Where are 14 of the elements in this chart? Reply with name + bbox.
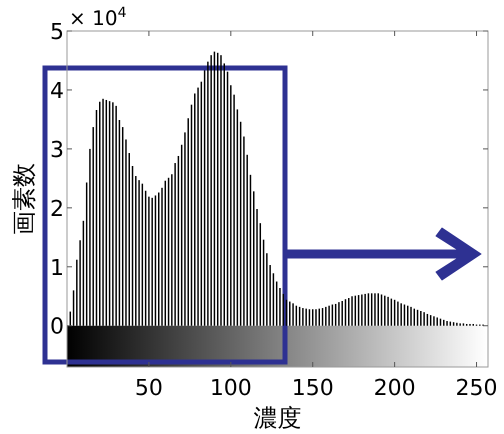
x-tick-label: 100: [210, 376, 252, 401]
y-tick-label: 3: [50, 138, 64, 163]
y-tick-label: 0: [50, 314, 64, 340]
x-tick-label: 250: [456, 376, 498, 401]
x-axis-title: 濃度: [254, 404, 302, 432]
text: × 10$^{4}$: [69, 5, 127, 30]
y-axis-title: 画素数: [10, 163, 38, 235]
y-tick-label: 2: [50, 196, 64, 222]
y-tick-label: 5: [50, 20, 64, 45]
x-tick-label: 200: [374, 376, 416, 401]
y-tick-label: 4: [50, 78, 64, 104]
x-tick-label: 50: [134, 376, 163, 401]
x-tick-label: 150: [292, 376, 334, 401]
y-tick-label: 1: [50, 256, 64, 281]
